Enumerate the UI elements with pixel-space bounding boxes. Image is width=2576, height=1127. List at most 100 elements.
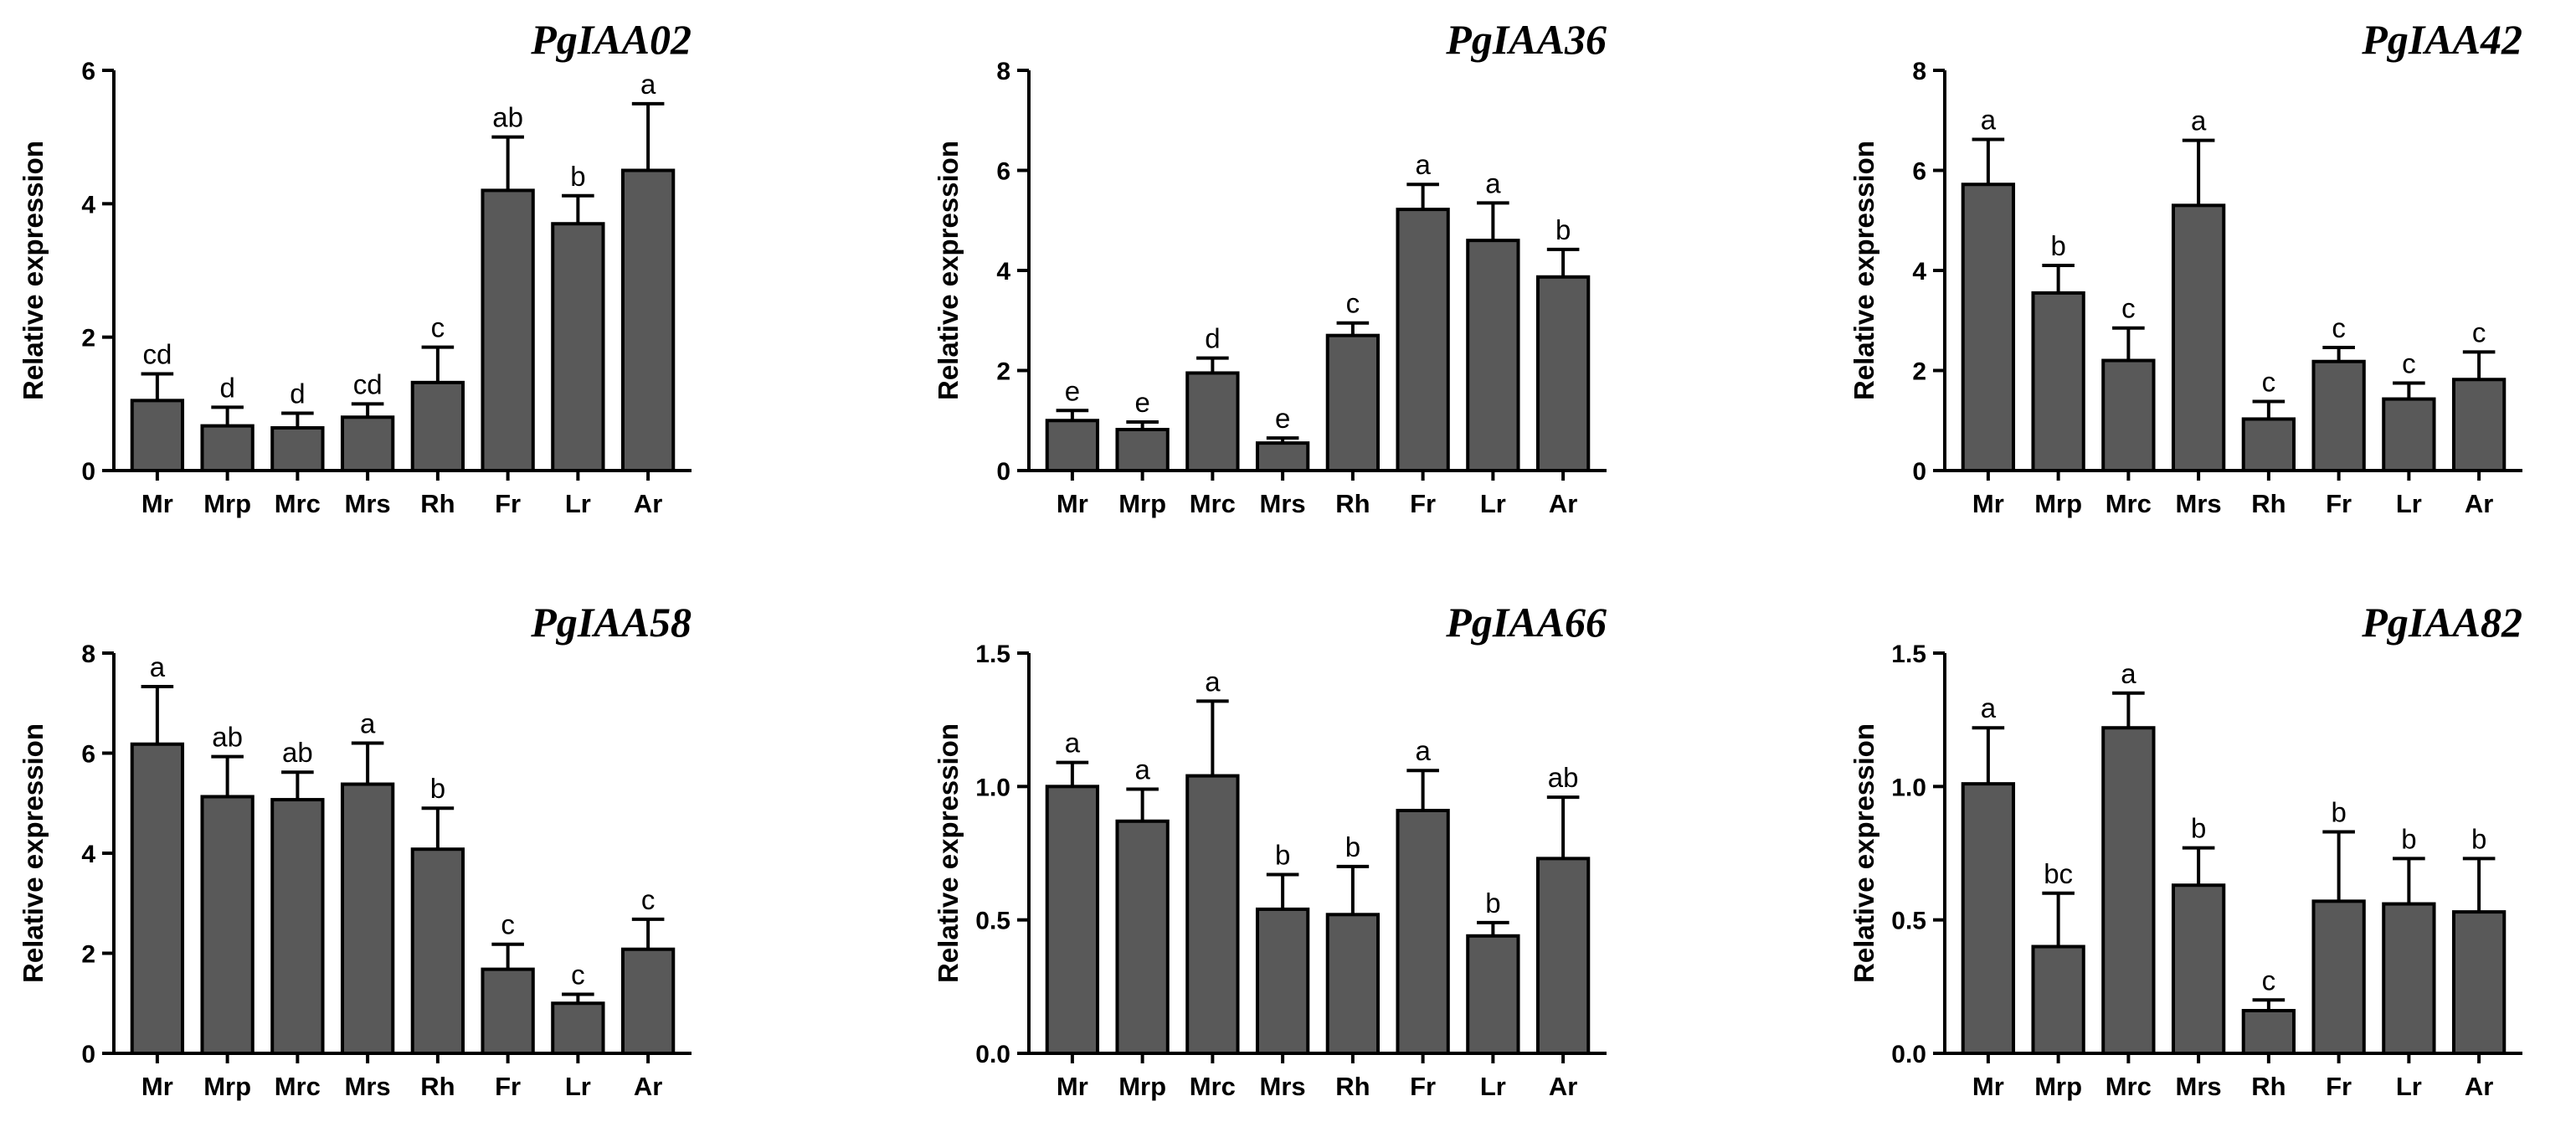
significance-label: e [1065,375,1080,406]
x-tick-label: Fr [1410,489,1436,518]
bar [1325,333,1381,472]
bar [1185,371,1240,472]
bar [2241,1009,2296,1055]
x-tick-label: Mrp [2034,489,2082,518]
significance-label: b [2401,823,2416,854]
chart-panel-5: PgIAA66 Relative expression 0.0 0.5 1.0 1.5 a M… [933,599,1607,1101]
bar [1961,183,2016,472]
x-tick-label: Mrc [2106,489,2152,518]
significance-label: d [1205,323,1220,354]
bar [2311,359,2366,472]
significance-label: b [1555,214,1571,245]
significance-label: a [640,69,656,100]
bar [1115,428,1170,473]
bar [200,795,255,1055]
y-tick-label: 1.0 [975,774,1010,801]
bar [2451,378,2507,473]
significance-label: cd [142,338,172,369]
bar [620,168,676,472]
bar [1115,819,1170,1055]
bar [481,188,535,472]
x-tick-label: Fr [495,1072,521,1101]
bar [551,222,605,472]
significance-label: d [219,372,234,403]
significance-label: c [501,909,515,940]
bar [1045,419,1100,472]
significance-label: c [2332,312,2346,343]
y-tick-label: 6 [81,741,95,769]
bar [2101,726,2156,1056]
x-tick-label: Mr [1057,489,1088,518]
y-tick-label: 1.5 [1891,641,1926,668]
bar [1255,441,1310,473]
bar [2171,883,2226,1055]
y-tick-label: 6 [81,58,95,85]
chart-title: PgIAA58 [530,599,692,646]
y-tick-label: 1.0 [1891,774,1926,801]
x-tick-label: Ar [2465,1072,2493,1101]
y-tick-label: 2 [996,358,1010,386]
y-axis-label: Relative expression [1848,141,1879,400]
significance-label: c [571,959,585,990]
x-tick-label: Rh [1335,1072,1370,1101]
x-tick-label: Mrc [2106,1072,2152,1101]
bar [2171,203,2226,472]
significance-label: c [1346,288,1360,319]
x-tick-label: Ar [634,1072,662,1101]
bar [1396,809,1450,1055]
chart-panel-3: PgIAA42 Relative expression 0 2 4 6 8 a Mr b Mrp c M… [1848,16,2522,518]
y-tick-label: 0 [996,458,1010,486]
bar [1466,239,1520,472]
bar [620,947,676,1055]
bar [2031,944,2085,1055]
significance-label: d [290,378,305,409]
significance-label: a [1205,666,1221,697]
y-tick-label: 2 [1912,358,1926,386]
chart-title: PgIAA36 [1445,16,1607,63]
significance-label: ab [212,722,243,753]
y-tick-label: 4 [996,258,1010,286]
x-tick-label: Mrs [345,1072,391,1101]
significance-label: a [1415,149,1431,180]
bar [2101,358,2156,472]
significance-label: b [2050,230,2065,261]
significance-label: ab [282,737,313,768]
x-tick-label: Lr [565,489,591,518]
y-tick-label: 0 [81,458,95,486]
y-tick-label: 8 [1912,58,1926,85]
x-tick-label: Mrp [203,1072,251,1101]
bar [130,399,185,473]
y-tick-label: 6 [1912,158,1926,186]
significance-label: a [1415,735,1431,766]
y-tick-label: 0.5 [975,908,1010,935]
significance-label: b [570,161,585,192]
significance-label: a [2191,105,2207,136]
significance-label: a [1065,728,1081,759]
significance-label: bc [2044,858,2073,889]
x-tick-label: Mrp [1118,489,1166,518]
significance-label: c [2402,347,2416,378]
x-tick-label: Rh [2251,489,2285,518]
bar [130,742,185,1055]
chart-title: PgIAA42 [2361,16,2522,63]
significance-label: e [1275,403,1290,434]
significance-label: cd [353,368,383,399]
bar [410,847,465,1055]
x-tick-label: Mrp [203,489,251,518]
x-tick-label: Rh [420,489,455,518]
chart-title: PgIAA02 [530,16,692,63]
x-tick-label: Mr [1972,1072,2004,1101]
y-tick-label: 0 [81,1041,95,1068]
bar [270,798,325,1055]
significance-label: a [150,651,166,682]
x-tick-label: Fr [1410,1072,1436,1101]
x-tick-label: Mr [141,489,173,518]
bar [340,415,395,472]
x-tick-label: Rh [420,1072,455,1101]
bar [2031,291,2085,473]
significance-label: a [1981,692,1997,723]
y-axis-label: Relative expression [18,723,49,983]
x-tick-label: Fr [495,489,521,518]
